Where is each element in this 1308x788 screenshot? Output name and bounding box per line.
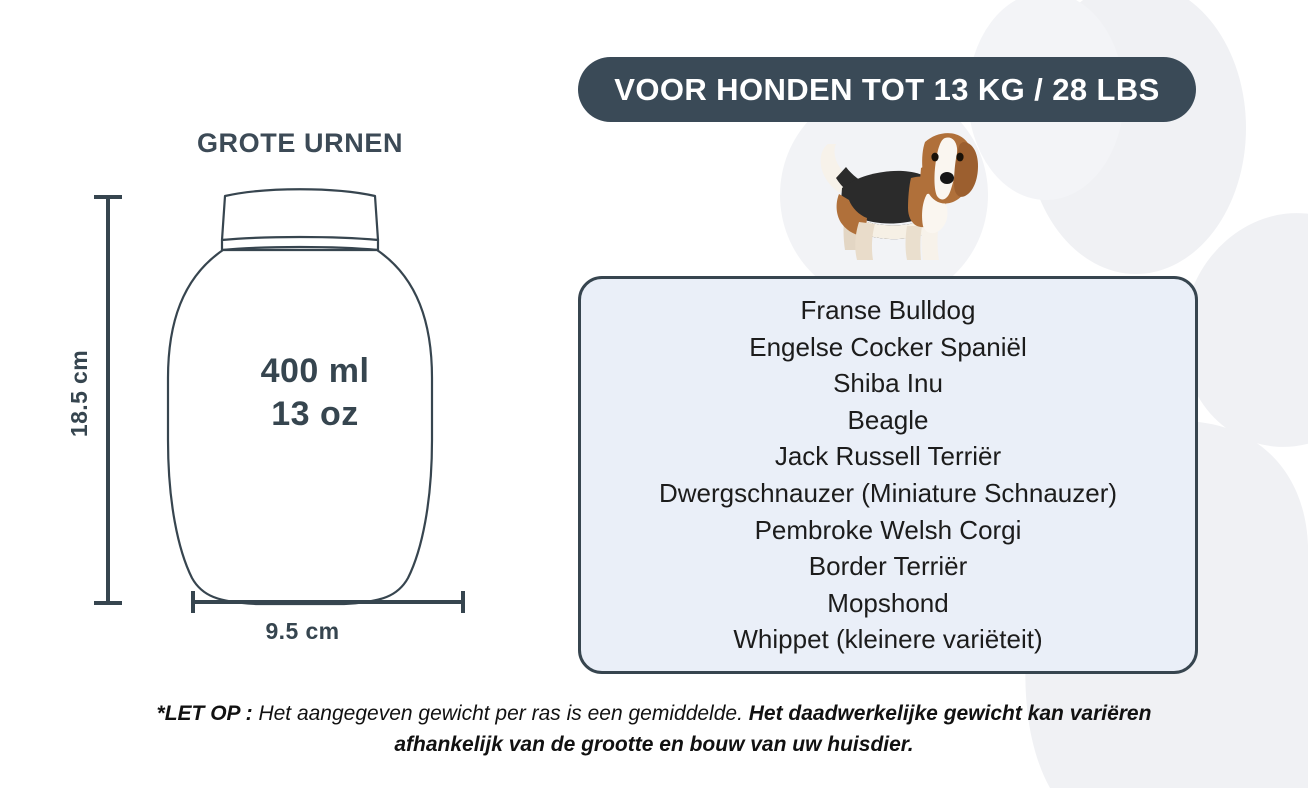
- urn-capacity-oz: 13 oz: [271, 394, 359, 433]
- urn-capacity-ml: 400 ml: [260, 352, 370, 390]
- footnote-bold-text-line1: Het daadwerkelijke: [748, 702, 938, 725]
- urn-width-dimension-label: 9.5 cm: [265, 618, 340, 644]
- list-item: Jack Russell Terriër: [774, 441, 1002, 472]
- footnote-disclaimer: *LET OP : Het aangegeven gewicht per ras…: [154, 698, 1154, 760]
- urn-diagram-panel: GROTE URNEN 400 ml 13: [60, 110, 540, 670]
- urn-height-dimension-label: 18.5 cm: [66, 349, 93, 438]
- list-item: Pembroke Welsh Corgi: [754, 514, 1022, 545]
- list-item: Shiba Inu: [833, 368, 943, 399]
- dog-blaze: [934, 137, 958, 200]
- weight-range-banner-text: VOOR HONDEN TOT 13 KG / 28 LBS: [614, 71, 1160, 107]
- horizontal-dimension-line-icon: [191, 591, 465, 613]
- footnote-normal-text: Het aangegeven gewicht per ras is een ge…: [258, 702, 749, 725]
- list-item: Franse Bulldog: [800, 295, 976, 326]
- footnote-bold-text-line2: gewicht kan variëren afhankelijk van de …: [394, 702, 1152, 756]
- dog-nose: [940, 172, 954, 184]
- vertical-dimension-line-icon: [94, 195, 122, 605]
- paw-pad-large-top-right: [1026, 0, 1246, 274]
- dog-eye-right: [956, 152, 964, 162]
- list-item: Border Terriër: [808, 551, 968, 582]
- weight-range-banner: VOOR HONDEN TOT 13 KG / 28 LBS: [578, 57, 1196, 122]
- breed-list-box: Franse Bulldog Engelse Cocker Spaniël Sh…: [578, 276, 1198, 674]
- dog-front-leg-far: [905, 226, 922, 260]
- beagle-figure: [820, 133, 978, 260]
- list-item: Engelse Cocker Spaniël: [749, 331, 1027, 362]
- urn-lid-rim-shape: [220, 235, 380, 252]
- dog-chest: [922, 193, 948, 234]
- urn-outline-icon: [94, 188, 465, 613]
- urn-capacity-label: 400 ml 13 oz: [200, 350, 430, 435]
- list-item: Mopshond: [827, 587, 949, 618]
- beagle-dog-illustration: [820, 133, 978, 260]
- footnote-lead: *LET OP :: [156, 702, 259, 725]
- list-item: Dwergschnauzer (Miniature Schnauzer): [658, 478, 1118, 508]
- urn-lid-shape: [220, 188, 380, 242]
- dog-eye-left: [931, 152, 939, 162]
- dog-hind-leg-near: [855, 222, 875, 260]
- list-item: Whippet (kleinere variëteit): [733, 624, 1043, 655]
- page-title: GROTE URNEN: [196, 128, 404, 158]
- list-item: Beagle: [847, 404, 929, 435]
